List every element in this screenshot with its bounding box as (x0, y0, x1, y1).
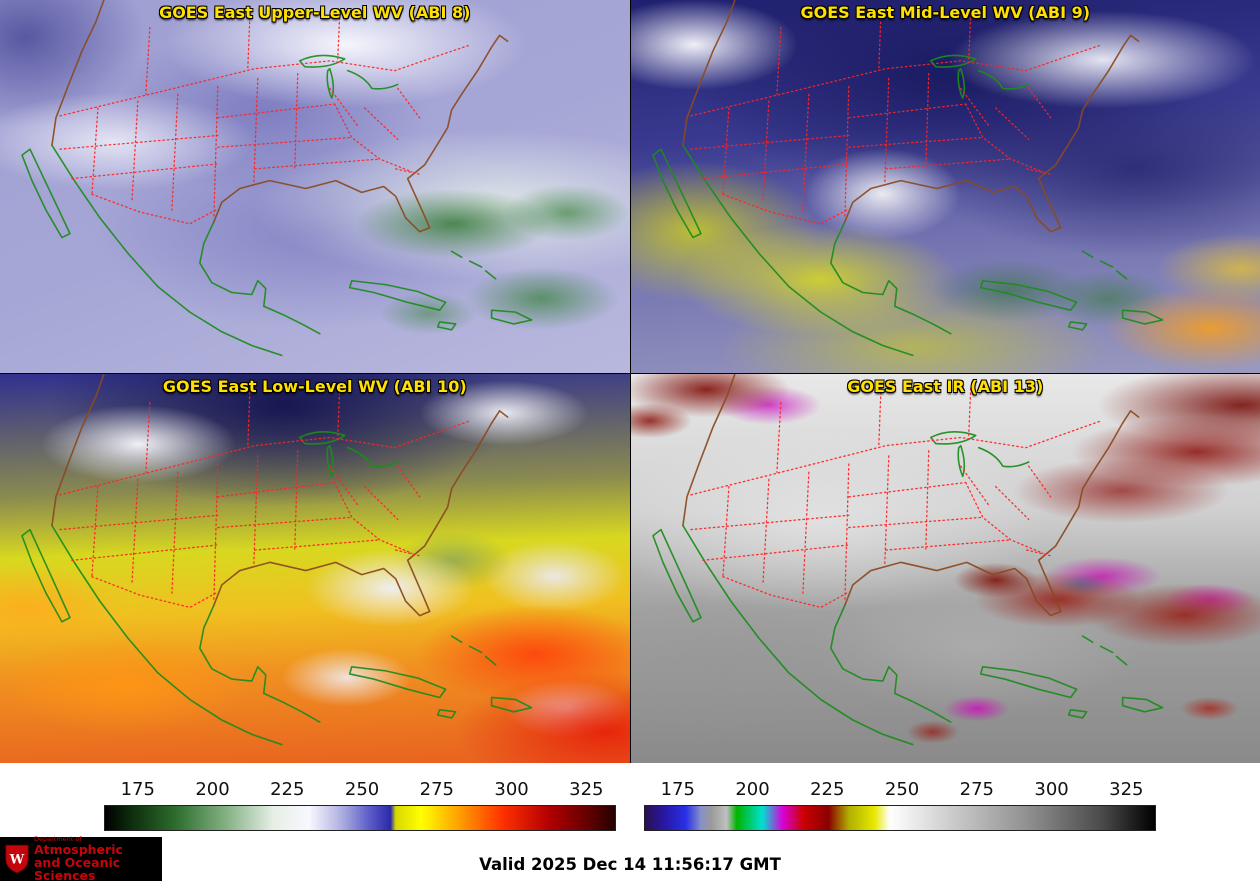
panel-mid-level-wv: GOES East Mid-Level WV (ABI 9) (630, 0, 1260, 373)
map-overlay (0, 374, 630, 763)
coastline-brown (51, 0, 509, 233)
colorbar-tick-label: 300 (1034, 779, 1069, 800)
panel-title-abi8: GOES East Upper-Level WV (ABI 8) (159, 3, 471, 22)
colorbars-row: 175 200 225 250 275 300 325 175 200 225 250 275 300… (0, 779, 1260, 831)
coastline-green (651, 431, 1163, 746)
ir-colorbar-gradient (644, 805, 1156, 831)
ir-colorbar-tick-labels: 175 200 225 250 275 300 325 (644, 779, 1156, 805)
ir-colorbar: 175 200 225 250 275 300 325 (644, 779, 1156, 831)
geography-overlay (21, 0, 533, 357)
colorbar-tick-label: 275 (959, 779, 994, 800)
uw-crest-icon: W (5, 844, 29, 874)
colorbar-tick-label: 200 (195, 779, 230, 800)
colorbar-tick-label: 200 (735, 779, 770, 800)
uw-aos-logo: W Department of Atmospheric and Oceanic … (0, 836, 162, 881)
colorbar-tick-label: 175 (120, 779, 155, 800)
coastline-green (21, 54, 533, 357)
panel-low-level-wv: GOES East Low-Level WV (ABI 10) (0, 374, 630, 763)
geography-overlay (21, 374, 533, 746)
colorbar-tick-label: 275 (419, 779, 454, 800)
logo-oceanic-line: and Oceanic Sciences (34, 854, 121, 881)
coastline-green (651, 54, 1163, 357)
wv-colorbar-tick-labels: 175 200 225 250 275 300 325 (104, 779, 616, 805)
coastline-brown (51, 374, 509, 617)
colorbar-tick-label: 225 (810, 779, 845, 800)
panel-ir: GOES East IR (ABI 13) (630, 374, 1260, 763)
coastline-green (21, 431, 533, 746)
wv-colorbar: 175 200 225 250 275 300 325 (104, 779, 616, 831)
logo-atmospheric-line: Atmospheric (34, 841, 123, 857)
colorbar-tick-label: 175 (660, 779, 695, 800)
panel-title-abi9: GOES East Mid-Level WV (ABI 9) (800, 3, 1091, 22)
state-borders-dotted (59, 13, 471, 225)
panel-title-abi10: GOES East Low-Level WV (ABI 10) (162, 377, 467, 396)
satellite-grid: GOES East Upper-Level WV (ABI 8) (0, 0, 1260, 763)
footer: 175 200 225 250 275 300 325 175 200 225 250 275 300… (0, 763, 1260, 881)
coastline-brown (681, 0, 1139, 233)
colorbar-tick-label: 225 (270, 779, 305, 800)
coastline-brown (681, 374, 1139, 617)
state-borders-dotted (59, 387, 471, 609)
colorbar-tick-label: 300 (494, 779, 529, 800)
state-borders-dotted (689, 13, 1101, 225)
wv-colorbar-gradient (104, 805, 616, 831)
valid-timestamp: Valid 2025 Dec 14 11:56:17 GMT (479, 855, 781, 874)
colorbar-tick-label: 250 (884, 779, 920, 800)
geography-overlay (651, 374, 1163, 746)
map-overlay (631, 0, 1260, 373)
panel-upper-level-wv: GOES East Upper-Level WV (ABI 8) (0, 0, 630, 373)
colorbar-tick-label: 250 (344, 779, 380, 800)
colorbar-tick-label: 325 (569, 779, 604, 800)
panel-title-abi13: GOES East IR (ABI 13) (847, 377, 1044, 396)
map-overlay (0, 0, 630, 373)
map-overlay (631, 374, 1260, 763)
colorbar-tick-label: 325 (1109, 779, 1144, 800)
state-borders-dotted (689, 387, 1101, 609)
logo-text: Department of Atmospheric and Oceanic Sc… (34, 836, 157, 881)
crest-letter: W (9, 852, 25, 867)
geography-overlay (651, 0, 1163, 357)
logo-dept-line: Department of (34, 834, 82, 843)
